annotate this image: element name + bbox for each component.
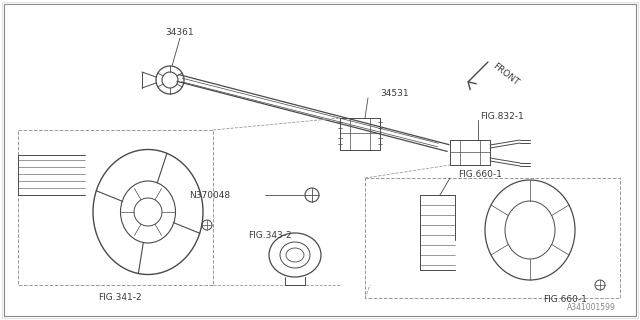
Text: FIG.341-2: FIG.341-2 xyxy=(98,293,142,302)
Text: A341001599: A341001599 xyxy=(567,303,616,313)
Text: FIG.343-2: FIG.343-2 xyxy=(248,230,292,239)
Bar xyxy=(18,130,213,285)
Text: FIG.660-1: FIG.660-1 xyxy=(458,170,502,179)
Text: N370048: N370048 xyxy=(189,190,230,199)
Text: FIG.660-1: FIG.660-1 xyxy=(543,295,587,305)
Bar xyxy=(365,178,620,298)
Text: 34361: 34361 xyxy=(166,28,195,36)
Text: FRONT: FRONT xyxy=(492,61,521,87)
Text: 34531: 34531 xyxy=(380,89,408,98)
Text: FIG.832-1: FIG.832-1 xyxy=(480,111,524,121)
